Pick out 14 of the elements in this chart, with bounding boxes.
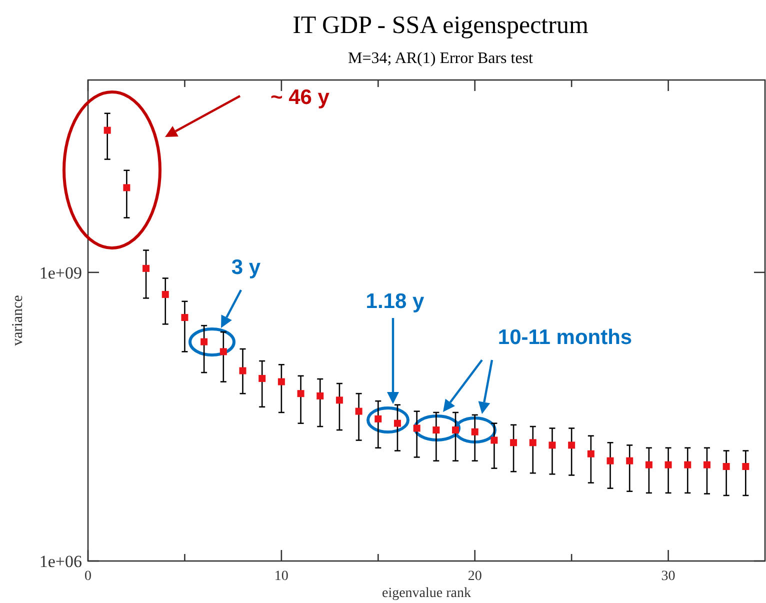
x-tick-label: 10 [274, 569, 288, 584]
annotation: 3 y [231, 256, 261, 279]
y-axis-title: variance [10, 294, 26, 346]
annotation: 10-11 months [498, 326, 632, 349]
x-axis-title: eigenvalue rank [382, 586, 472, 601]
y-tick-label: 1e+09 [39, 263, 82, 282]
x-tick-label: 30 [661, 569, 676, 584]
annotation: 1.18 y [366, 290, 425, 313]
chart-subtitle: M=34; AR(1) Error Bars test [348, 50, 534, 67]
x-tick-label: 0 [84, 569, 92, 584]
y-tick-label: 1e+06 [39, 552, 82, 571]
chart-title: IT GDP - SSA eigenspectrum [292, 12, 589, 39]
annotation: ~ 46 y [270, 86, 330, 109]
x-tick-label: 20 [468, 569, 482, 584]
